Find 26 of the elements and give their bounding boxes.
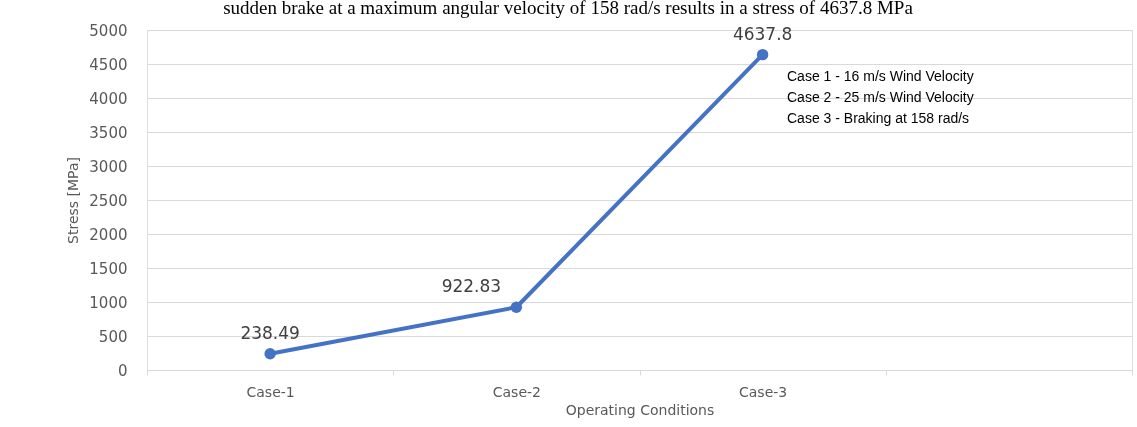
- y-tick-label: 4500: [89, 55, 128, 74]
- y-tick-label: 2500: [89, 191, 128, 210]
- y-tick-label: 500: [98, 327, 128, 346]
- x-tick-label: Case-1: [246, 383, 295, 400]
- data-label: 238.49: [240, 322, 300, 343]
- y-tick-label: 3500: [89, 123, 128, 142]
- x-tick-label: Case-3: [739, 383, 788, 400]
- y-tick-label: 2000: [89, 225, 128, 244]
- annotation: Case 3 - Braking at 158 rad/s: [787, 110, 970, 126]
- point: [756, 48, 769, 61]
- x-tick-label: Case-2: [492, 383, 541, 400]
- y-tick-label: 5000: [89, 21, 128, 40]
- point: [510, 301, 523, 313]
- y-tick-label: 1500: [89, 259, 128, 278]
- y-tick-label: 3000: [89, 157, 128, 176]
- annotation: Case 1 - 16 m/s Wind Velocity: [787, 68, 974, 84]
- y-axis-title: Stress [MPa]: [65, 157, 82, 244]
- x-axis-title: Operating Conditions: [565, 401, 715, 418]
- text: sudden brake at a maximum angular velocity of 158 rad/s results in a stress of 4637.8 MPa: [223, 0, 914, 18]
- point: [264, 348, 276, 360]
- y-tick-label: 0: [117, 361, 128, 380]
- annotation: Case 2 - 25 m/s Wind Velocity: [787, 89, 974, 105]
- y-tick-label: 1000: [89, 293, 128, 312]
- data-label: 922.83: [441, 276, 502, 297]
- y-tick-label: 4000: [89, 89, 128, 108]
- data-label: 4637.8: [732, 23, 793, 44]
